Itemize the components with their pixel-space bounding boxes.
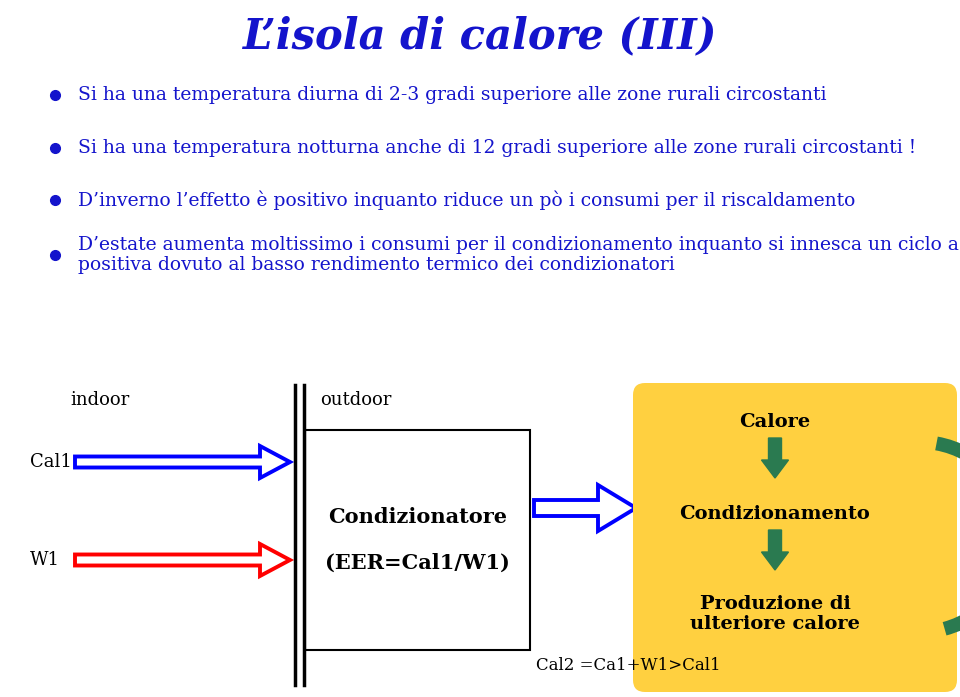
- Text: Calore: Calore: [739, 413, 810, 431]
- Text: L’isola di calore (III): L’isola di calore (III): [243, 15, 717, 57]
- Polygon shape: [75, 446, 290, 478]
- Text: Cal1: Cal1: [30, 453, 72, 471]
- Polygon shape: [761, 438, 788, 478]
- Text: outdoor: outdoor: [320, 391, 392, 409]
- Text: Produzione di
ulteriore calore: Produzione di ulteriore calore: [690, 595, 860, 634]
- Text: W1: W1: [30, 551, 60, 569]
- Polygon shape: [761, 530, 788, 570]
- Text: Condizionamento: Condizionamento: [680, 505, 871, 523]
- Bar: [305, 430, 530, 650]
- Text: D’inverno l’effetto è positivo inquanto riduce un pò i consumi per il riscaldame: D’inverno l’effetto è positivo inquanto …: [78, 190, 855, 210]
- Text: Condizionatore

(EER=Cal1/W1): Condizionatore (EER=Cal1/W1): [325, 507, 510, 573]
- FancyBboxPatch shape: [633, 383, 957, 692]
- Text: Si ha una temperatura notturna anche di 12 gradi superiore alle zone rurali circ: Si ha una temperatura notturna anche di …: [78, 139, 916, 157]
- Polygon shape: [75, 544, 290, 576]
- Text: Si ha una temperatura diurna di 2-3 gradi superiore alle zone rurali circostanti: Si ha una temperatura diurna di 2-3 grad…: [78, 86, 827, 104]
- Text: Cal2 =Ca1+W1>Cal1: Cal2 =Ca1+W1>Cal1: [536, 657, 721, 673]
- Polygon shape: [534, 485, 636, 531]
- Text: D’estate aumenta moltissimo i consumi per il condizionamento inquanto si innesca: D’estate aumenta moltissimo i consumi pe…: [78, 236, 960, 275]
- Text: indoor: indoor: [70, 391, 130, 409]
